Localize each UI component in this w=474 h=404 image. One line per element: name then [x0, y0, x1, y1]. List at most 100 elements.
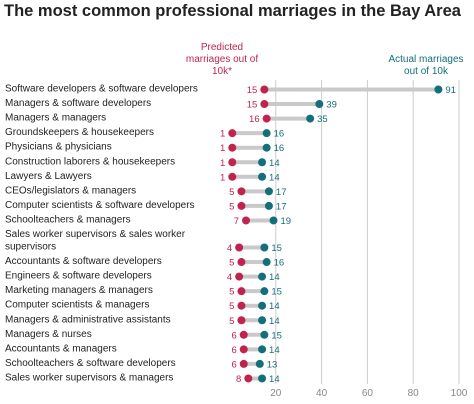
actual-value-label: 16 — [274, 129, 285, 140]
predicted-value-label: 5 — [229, 287, 234, 298]
category-label: Schoolteachers & managers — [5, 214, 131, 225]
predicted-dot — [237, 187, 246, 196]
actual-dot — [264, 187, 273, 196]
x-tick-label: 80 — [408, 388, 420, 399]
actual-value-label: 13 — [267, 359, 278, 370]
predicted-dot — [228, 129, 237, 138]
actual-value-label: 91 — [445, 85, 456, 96]
predicted-dot — [235, 272, 244, 281]
predicted-value-label: 5 — [229, 316, 234, 327]
predicted-value-label: 15 — [247, 85, 258, 96]
predicted-dot — [237, 258, 246, 267]
actual-dot — [258, 316, 267, 325]
predicted-value-label: 1 — [220, 158, 225, 169]
predicted-value-label: 1 — [220, 143, 225, 154]
predicted-value-label: 7 — [234, 216, 239, 227]
x-tick-label: 40 — [316, 388, 328, 399]
x-tick-label: 60 — [362, 388, 374, 399]
predicted-dot — [262, 114, 271, 123]
actual-value-label: 15 — [271, 243, 282, 254]
actual-value-label: 15 — [271, 330, 282, 341]
actual-value-label: 35 — [317, 114, 328, 125]
predicted-value-label: 6 — [231, 345, 236, 356]
category-label: Managers & nurses — [5, 329, 92, 340]
actual-dot — [262, 129, 271, 138]
actual-dot — [258, 345, 267, 354]
actual-dot — [258, 172, 267, 181]
actual-dot — [260, 243, 269, 252]
predicted-value-label: 1 — [220, 129, 225, 140]
predicted-value-label: 15 — [247, 100, 258, 111]
predicted-value-label: 5 — [229, 258, 234, 269]
x-tick-label: 20 — [270, 388, 282, 399]
predicted-dot — [237, 301, 246, 310]
predicted-dot — [242, 216, 251, 225]
actual-dot — [269, 216, 278, 225]
predicted-value-label: 6 — [231, 330, 236, 341]
actual-value-label: 15 — [271, 287, 282, 298]
actual-series-label: Actual marriages — [388, 54, 463, 65]
predicted-dot — [244, 374, 253, 383]
category-label: Engineers & software developers — [5, 271, 152, 282]
predicted-dot — [260, 85, 269, 94]
predicted-value-label: 8 — [236, 374, 241, 385]
x-tick-label: 100 — [451, 388, 468, 399]
category-label: Computer scientists & software developer… — [5, 200, 195, 211]
category-label: Computer scientists & managers — [5, 300, 150, 311]
predicted-dot — [237, 201, 246, 210]
actual-value-label: 16 — [274, 143, 285, 154]
actual-dot — [255, 359, 264, 368]
actual-dot — [315, 100, 324, 109]
category-label: supervisors — [5, 242, 56, 253]
predicted-dot — [228, 172, 237, 181]
actual-dot — [258, 272, 267, 281]
actual-value-label: 14 — [269, 316, 280, 327]
category-label: CEOs/legislators & managers — [5, 185, 136, 196]
predicted-dot — [228, 143, 237, 152]
actual-dot — [260, 287, 269, 296]
category-label: Lawyers & Lawyers — [5, 171, 92, 182]
predicted-value-label: 4 — [227, 243, 232, 254]
category-label: Accountants & managers — [5, 343, 117, 354]
category-label: Construction laborers & housekeepers — [5, 156, 175, 167]
actual-value-label: 16 — [274, 258, 285, 269]
predicted-dot — [237, 287, 246, 296]
actual-value-label: 17 — [276, 187, 287, 198]
actual-value-label: 39 — [326, 100, 337, 111]
predicted-dot — [228, 158, 237, 167]
category-label: Sales worker supervisors & managers — [5, 372, 173, 383]
category-label: Schoolteachers & software developers — [5, 358, 176, 369]
predicted-value-label: 5 — [229, 187, 234, 198]
chart-title: The most common professional marriages i… — [4, 2, 461, 20]
actual-value-label: 14 — [269, 374, 280, 385]
actual-value-label: 17 — [276, 201, 287, 212]
actual-value-label: 14 — [269, 301, 280, 312]
predicted-value-label: 16 — [249, 114, 260, 125]
category-label: Managers & managers — [5, 113, 106, 124]
category-label: Accountants & software developers — [5, 256, 162, 267]
predicted-dot — [260, 100, 269, 109]
predicted-value-label: 4 — [227, 272, 232, 283]
category-label: Sales worker supervisors & sales worker — [5, 229, 186, 240]
predicted-dot — [239, 330, 248, 339]
category-label: Physicians & physicians — [5, 142, 112, 153]
category-label: Marketing managers & managers — [5, 285, 153, 296]
predicted-dot — [235, 243, 244, 252]
actual-dot — [258, 374, 267, 383]
actual-value-label: 14 — [269, 345, 280, 356]
category-label: Managers & administrative assistants — [5, 314, 171, 325]
predicted-value-label: 6 — [231, 359, 236, 370]
predicted-series-label: 10k* — [212, 66, 232, 77]
actual-dot — [262, 258, 271, 267]
category-label: Groundskeepers & housekeepers — [5, 127, 154, 138]
predicted-value-label: 5 — [229, 201, 234, 212]
actual-dot — [264, 201, 273, 210]
category-label: Software developers & software developer… — [5, 84, 198, 95]
actual-dot — [258, 158, 267, 167]
actual-dot — [260, 330, 269, 339]
predicted-series-label: marriages out of — [186, 54, 258, 65]
predicted-value-label: 1 — [220, 172, 225, 183]
actual-value-label: 14 — [269, 172, 280, 183]
actual-dot — [306, 114, 315, 123]
predicted-dot — [239, 359, 248, 368]
